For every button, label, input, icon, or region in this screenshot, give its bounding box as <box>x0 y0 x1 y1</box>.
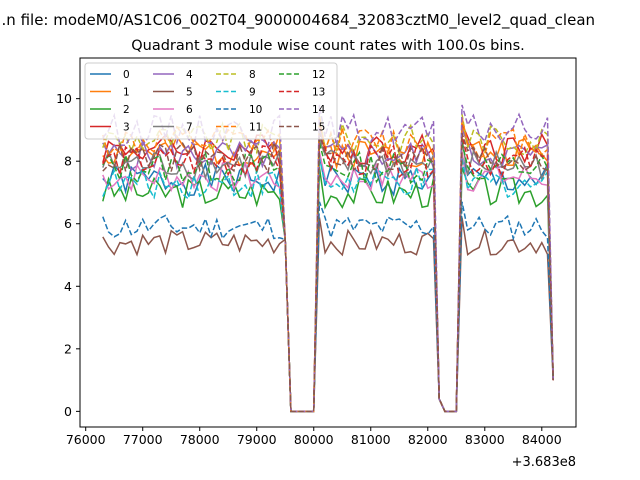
x-tick-label: 84000 <box>522 432 562 447</box>
y-tick-label: 0 <box>64 404 72 419</box>
legend-label-1: 1 <box>123 87 130 99</box>
axes-frame <box>79 57 577 428</box>
series-line-12 <box>102 142 554 413</box>
legend-label-9: 9 <box>249 87 256 99</box>
series-line-13 <box>102 135 554 413</box>
legend-label-14: 14 <box>312 104 326 116</box>
x-tick-label: 82000 <box>408 432 448 447</box>
y-tick-label: 10 <box>56 91 72 106</box>
legend-label-10: 10 <box>249 104 262 116</box>
legend-box <box>84 62 338 140</box>
series-line-4 <box>102 129 554 413</box>
legend-label-5: 5 <box>186 87 193 99</box>
legend-label-7: 7 <box>186 122 193 134</box>
legend-label-2: 2 <box>123 104 130 116</box>
legend-label-4: 4 <box>186 69 193 81</box>
x-tick-label: 77000 <box>123 432 163 447</box>
series-line-10 <box>102 201 554 413</box>
legend-label-6: 6 <box>186 104 193 116</box>
legend-label-3: 3 <box>123 122 130 134</box>
series-line-9 <box>102 157 554 413</box>
x-tick-label: 83000 <box>465 432 505 447</box>
legend-label-15: 15 <box>312 122 325 134</box>
y-tick-label: 6 <box>64 216 72 231</box>
y-tick-label: 2 <box>64 341 72 356</box>
x-offset-label: +3.683e8 <box>512 455 576 470</box>
chart-title: Quadrant 3 module wise count rates with … <box>131 38 525 54</box>
series-line-6 <box>102 151 554 413</box>
x-axis: 76000 77000 78000 79000 80000 81000 82000 83000… <box>66 427 562 447</box>
series-line-5 <box>102 217 554 413</box>
series-line-15 <box>102 132 554 413</box>
legend-label-11: 11 <box>249 122 262 134</box>
y-tick-label: 4 <box>64 279 72 294</box>
figure-suptitle: ...n file: modeM0/AS1C06_002T04_90000046… <box>0 11 595 30</box>
x-tick-label: 80000 <box>294 432 334 447</box>
x-tick-label: 78000 <box>180 432 220 447</box>
x-tick-label: 81000 <box>351 432 391 447</box>
legend-label-0: 0 <box>123 69 130 81</box>
legend-label-12: 12 <box>312 69 325 81</box>
legend-label-13: 13 <box>312 87 325 99</box>
series-line-14 <box>102 104 554 413</box>
series-line-2 <box>102 167 554 413</box>
legend-label-8: 8 <box>249 69 256 81</box>
series-line-0 <box>102 154 554 413</box>
y-axis: 0 2 4 6 8 10 <box>56 91 80 419</box>
y-tick-label: 8 <box>64 154 72 169</box>
x-tick-label: 79000 <box>237 432 277 447</box>
plot-lines <box>102 104 554 413</box>
series-line-7 <box>102 139 554 413</box>
x-tick-label: 76000 <box>66 432 106 447</box>
